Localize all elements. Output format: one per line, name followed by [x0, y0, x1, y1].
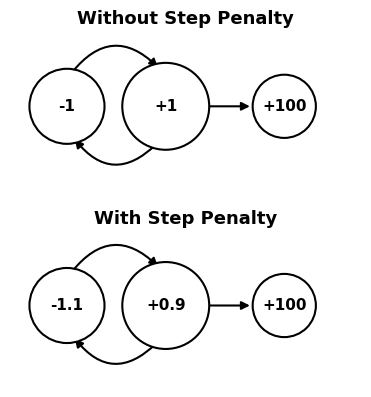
Text: Without Step Penalty: Without Step Penalty [77, 10, 294, 29]
Text: +0.9: +0.9 [146, 298, 186, 313]
Circle shape [29, 69, 105, 144]
Text: +100: +100 [262, 298, 306, 313]
Text: -1: -1 [59, 99, 75, 114]
Text: +100: +100 [262, 99, 306, 114]
Circle shape [253, 75, 316, 138]
Text: -1.1: -1.1 [50, 298, 83, 313]
Circle shape [122, 63, 209, 150]
Circle shape [253, 274, 316, 337]
Text: With Step Penalty: With Step Penalty [94, 210, 277, 227]
Circle shape [122, 262, 209, 349]
Text: +1: +1 [154, 99, 177, 114]
Circle shape [29, 268, 105, 343]
